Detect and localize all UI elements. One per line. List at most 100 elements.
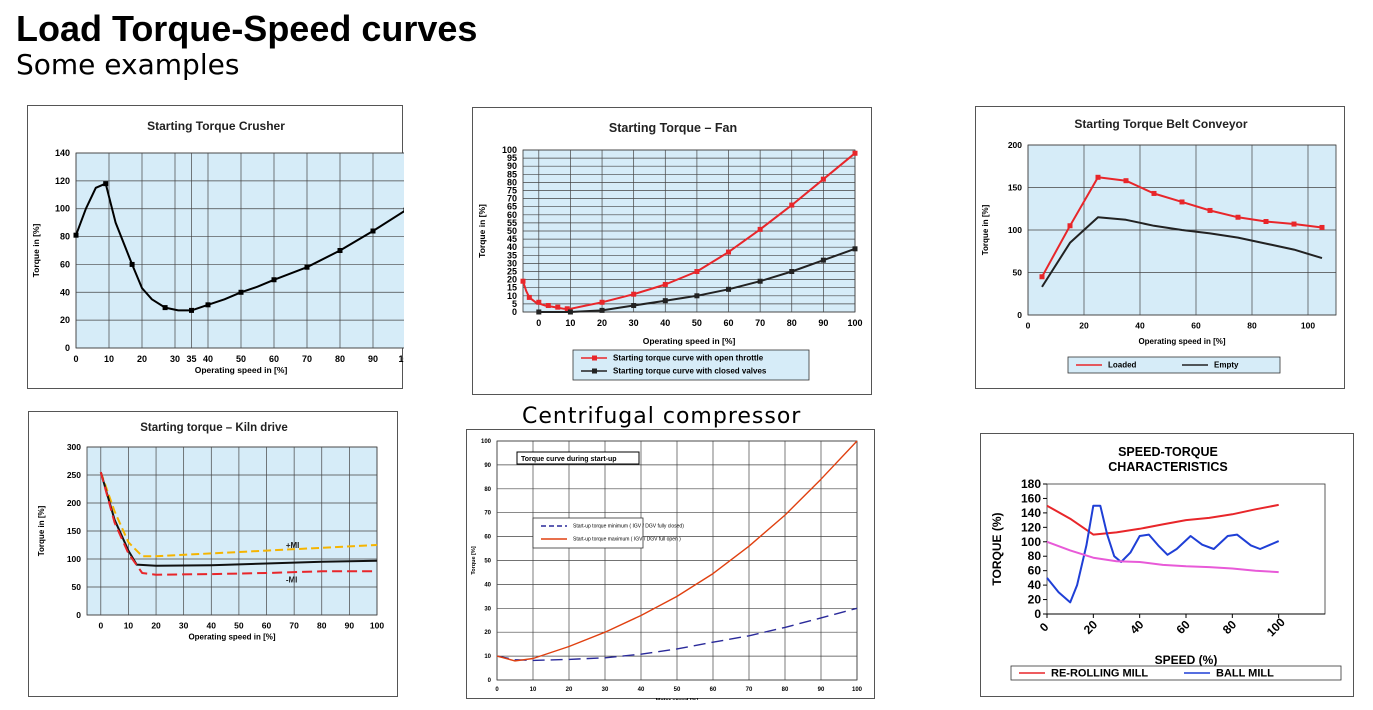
x-tick-label: 40: [203, 354, 213, 364]
series-line-1: [496, 440, 858, 662]
y-tick-label: 80: [484, 487, 491, 493]
data-point: [789, 202, 795, 208]
y-tick-label: 100: [1008, 225, 1022, 235]
data-point: [662, 281, 668, 287]
plot-area: [75, 152, 404, 349]
series-line-0: [99, 471, 378, 558]
x-tick-label: 35: [186, 354, 196, 364]
x-tick-label: 80: [782, 687, 789, 693]
y-tick-label: 80: [1028, 549, 1042, 563]
data-point: [852, 150, 858, 156]
data-point: [337, 248, 343, 253]
chart-title: Starting Torque Crusher: [147, 119, 285, 133]
x-tick-label: 90: [818, 687, 825, 693]
y-tick-label: 250: [67, 470, 81, 480]
x-tick-label: 80: [787, 318, 797, 328]
y-tick-label: 20: [484, 630, 491, 636]
data-point: [726, 286, 732, 292]
y-tick-label: 150: [67, 526, 81, 536]
series-line-1: [1046, 504, 1280, 604]
data-point: [1319, 224, 1325, 230]
chart-title: Starting Torque Belt Conveyor: [1074, 117, 1247, 131]
data-point: [757, 226, 763, 232]
y-tick-label: 90: [507, 161, 517, 171]
series-line-1: [99, 471, 378, 567]
y-tick-label: 80: [507, 177, 517, 187]
series-line-0: [496, 607, 858, 662]
data-point: [1095, 174, 1101, 180]
compressor-chart-panel: 0 10 20 30 40 50 60 70 80 90 100 0 10 20 30 40 50 60 70 80 9…: [466, 429, 875, 700]
data-point: [1151, 190, 1157, 196]
x-tick-label: 0: [1026, 321, 1031, 331]
data-point: [271, 277, 277, 283]
mill-chart: 0 20 40 60 80 100020406080100120140160180SPEE…: [990, 445, 1342, 681]
series-line-0: [1046, 503, 1279, 536]
annotation-label: +MI: [286, 541, 300, 550]
y-tick-label: 90: [484, 463, 491, 469]
chart-title: Starting Torque – Fan: [609, 121, 737, 135]
y-tick-label: 10: [507, 291, 517, 301]
y-tick-label: 40: [484, 582, 491, 588]
y-tick-label: 15: [507, 283, 517, 293]
page-title: Load Torque-Speed curves: [16, 8, 478, 49]
y-tick-label: 50: [72, 582, 82, 592]
x-tick-label: 90: [368, 354, 378, 364]
x-tick-label: 50: [236, 354, 246, 364]
y-tick-label: 0: [512, 307, 517, 317]
x-tick-label: 0: [1037, 620, 1052, 635]
y-tick-label: 0: [1017, 310, 1022, 320]
x-tick-label: 50: [674, 687, 681, 693]
x-tick-label: 100: [1264, 615, 1288, 639]
legend-label-0: Start-up torque minimum ( IGV / DGV full…: [573, 524, 684, 530]
x-tick-label: 90: [345, 621, 355, 631]
y-tick-label: 140: [55, 148, 70, 158]
x-tick-label: 10: [124, 621, 134, 631]
data-point: [103, 181, 109, 187]
data-point: [564, 306, 570, 312]
x-tick-label: 90: [818, 318, 828, 328]
y-tick-label: 85: [507, 169, 517, 179]
series-line-1: [1041, 216, 1323, 288]
data-point: [726, 249, 732, 255]
series-line-0: [75, 182, 404, 312]
y-tick-label: 20: [507, 275, 517, 285]
y-tick-label: 100: [502, 145, 517, 155]
x-tick-label: 40: [660, 318, 670, 328]
data-point: [520, 278, 526, 284]
belt-chart-panel: 0 20 40 60 80 100 0 50 100 150 200 Operating speed …: [975, 106, 1345, 389]
data-point: [662, 298, 668, 304]
y-tick-label: 60: [484, 535, 491, 541]
data-point: [238, 289, 244, 295]
x-tick-label: 20: [597, 318, 607, 328]
x-tick-label: 20: [151, 621, 161, 631]
y-tick-label: 20: [1028, 593, 1042, 607]
legend-box: [1067, 356, 1281, 374]
chart-title: Torque curve during start-up: [521, 456, 617, 463]
y-tick-label: 55: [507, 218, 517, 228]
data-point: [536, 299, 542, 305]
y-tick-label: 80: [60, 232, 70, 242]
y-tick-label: 120: [55, 176, 70, 186]
data-point: [73, 232, 79, 238]
chart-title-line1: SPEED-TORQUE: [1118, 445, 1218, 459]
x-tick-label: 80: [335, 354, 345, 364]
x-tick-label: 0: [536, 318, 541, 328]
data-point: [526, 294, 532, 300]
y-tick-label: 60: [60, 259, 70, 269]
compressor-chart: 0 10 20 30 40 50 60 70 80 90 100 0 10 20 30 40 50 60 70 80 9…: [471, 439, 863, 700]
legend-label-0: Loaded: [1108, 361, 1137, 370]
data-point: [1123, 178, 1129, 184]
mill-chart-panel: 0 20 40 60 80 100 0 20 40 60 80 100 120 140 160 180 SPEE…: [980, 433, 1354, 697]
x-tick-label: 10: [530, 687, 537, 693]
y-tick-label: 50: [484, 559, 491, 565]
page-subtitle: Some examples: [16, 48, 240, 81]
y-tick-label: 160: [1021, 491, 1041, 505]
kiln-drive-chart: 0 10 20 30 40 50 60 70 80 90 100 0 50 100 150 200 250 300…: [37, 422, 384, 642]
x-tick-label: 50: [234, 621, 244, 631]
legend-label-0: RE-ROLLING MILL: [1051, 668, 1148, 680]
x-tick-label: 100: [1301, 321, 1315, 331]
fan-chart: 0 10 20 30 40 50 60 70 80 90 100051015202530354045…: [477, 121, 863, 381]
data-point: [304, 264, 310, 270]
data-point: [757, 278, 763, 284]
x-tick-label: 40: [638, 687, 645, 693]
